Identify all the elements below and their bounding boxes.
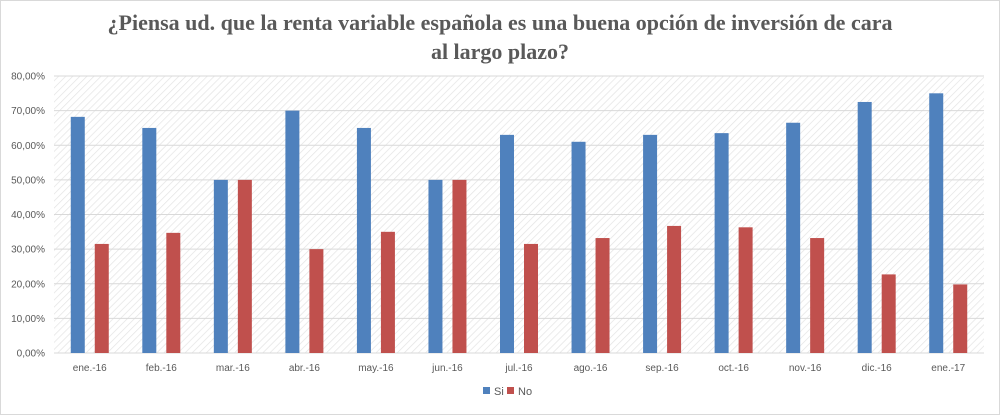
bar-no-3 (309, 249, 324, 353)
bar-si-4 (356, 127, 371, 353)
x-tick-label: ene.-17 (931, 363, 965, 374)
x-tick-label: may.-16 (358, 363, 394, 374)
y-tick-label: 60,00% (11, 141, 45, 152)
x-tick-label: mar.-16 (216, 363, 250, 374)
bar-si-8 (643, 134, 658, 353)
y-tick-label: 80,00% (11, 72, 45, 83)
legend-label-no: No (518, 386, 532, 398)
bar-no-4 (380, 231, 395, 353)
legend-label-si: Si (494, 386, 504, 398)
y-tick-label: 40,00% (11, 210, 45, 221)
bar-no-5 (452, 179, 467, 353)
y-tick-label: 10,00% (11, 314, 45, 325)
bar-si-0 (70, 116, 85, 353)
x-tick-label: jul.-16 (504, 363, 533, 374)
bar-si-11 (857, 101, 872, 353)
y-tick-label: 50,00% (11, 175, 45, 186)
x-tick-label: oct.-16 (718, 363, 749, 374)
bar-no-0 (94, 243, 109, 353)
bar-si-1 (142, 127, 157, 353)
x-tick-label: jun.-16 (431, 363, 463, 374)
bar-no-2 (237, 179, 252, 353)
bar-no-6 (524, 243, 538, 353)
bar-si-7 (571, 141, 586, 353)
x-tick-label: dic.-16 (862, 363, 892, 374)
bar-si-2 (213, 179, 228, 353)
legend-swatch-no (507, 387, 514, 394)
y-tick-label: 70,00% (11, 106, 45, 117)
bar-no-12 (953, 284, 968, 353)
bar-no-10 (810, 238, 825, 353)
x-tick-label: ago.-16 (574, 363, 608, 374)
bar-si-5 (428, 179, 443, 353)
bar-no-7 (595, 238, 610, 353)
x-tick-label: sep.-16 (645, 363, 679, 374)
y-tick-label: 20,00% (11, 279, 45, 290)
x-tick-label: abr.-16 (289, 363, 321, 374)
y-tick-label: 0,00% (17, 349, 45, 360)
bar-si-3 (285, 110, 300, 353)
x-tick-label: nov.-16 (789, 363, 822, 374)
x-tick-label: ene.-16 (73, 363, 107, 374)
bar-no-1 (166, 232, 181, 353)
bar-no-9 (738, 227, 753, 353)
bar-si-6 (500, 134, 514, 353)
x-tick-label: feb.-16 (146, 363, 178, 374)
bar-no-11 (881, 274, 896, 353)
legend-swatch-si (483, 387, 490, 394)
chart-title: ¿Piensa ud. que la renta variable españo… (107, 10, 893, 64)
y-tick-label: 30,00% (11, 245, 45, 256)
bar-si-10 (786, 122, 801, 354)
bar-no-8 (667, 225, 682, 353)
bar-si-12 (929, 93, 944, 353)
bar-si-9 (714, 133, 729, 353)
